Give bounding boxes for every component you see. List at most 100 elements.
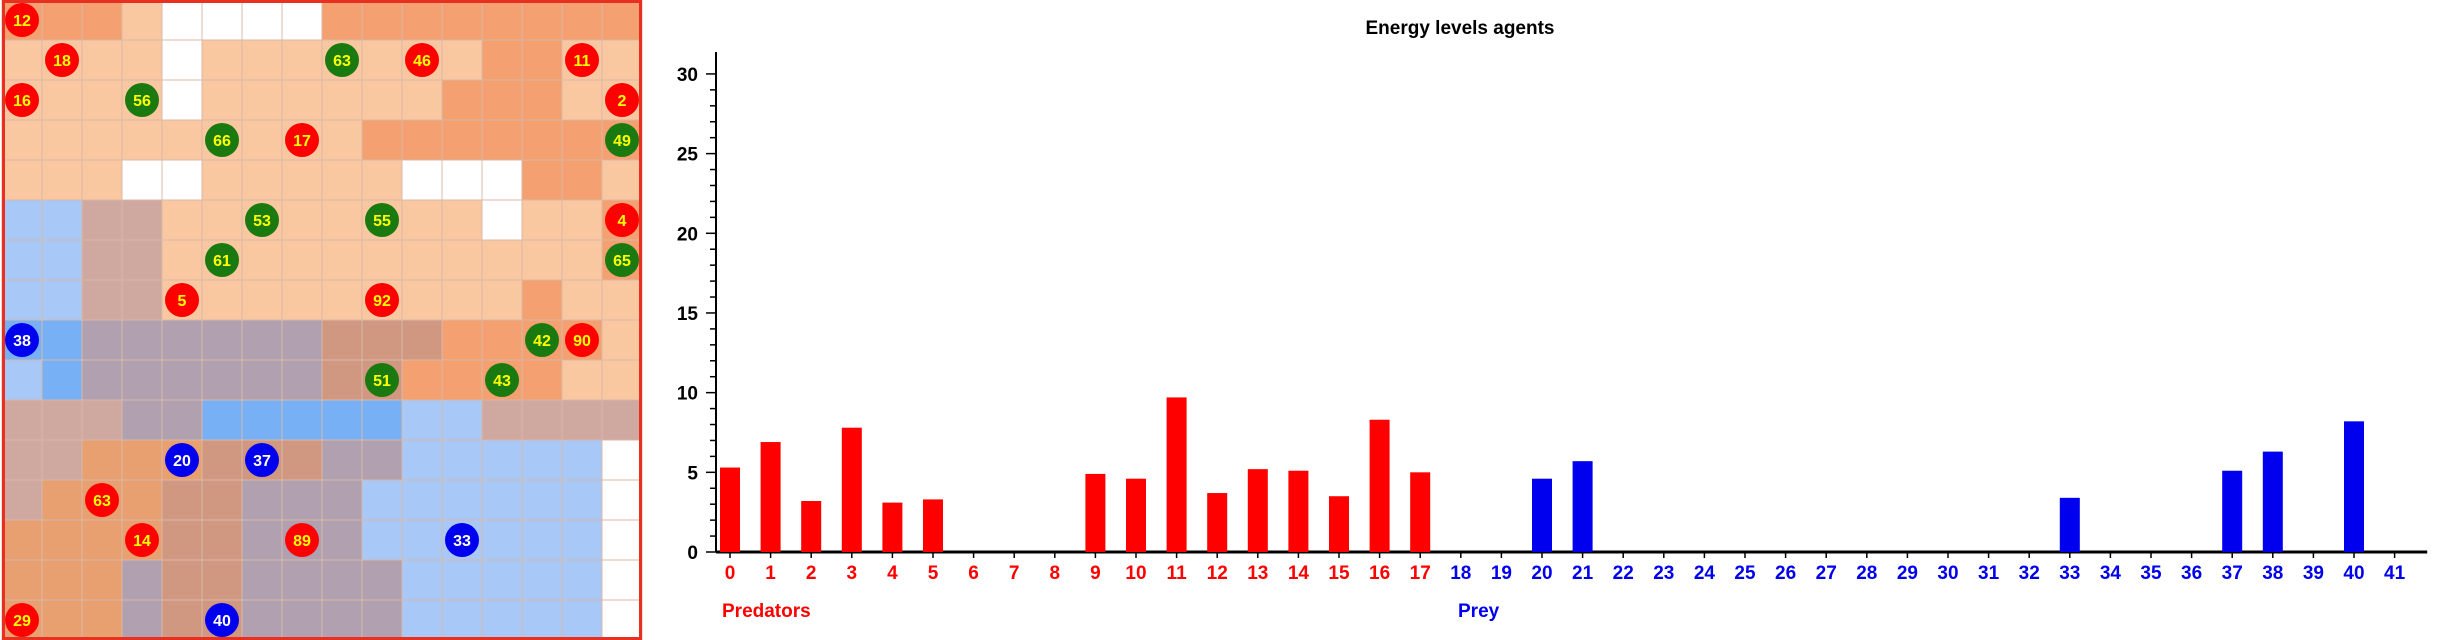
agent-id-label: 43 [493,373,511,390]
agent-id-label: 12 [13,13,31,30]
grid-cell [161,159,203,201]
grid-cell [81,599,123,640]
grid-cell [1,239,43,281]
grid-cell [361,439,403,481]
grid-cell [281,319,323,361]
grid-cell [241,279,283,321]
grid-cell [1,159,43,201]
x-tick-label: 25 [1734,563,1756,584]
predator-agent-marker [5,3,39,37]
agent-id-label: 38 [13,333,31,350]
x-tick-label: 32 [2019,563,2040,584]
grid-cell [561,159,603,201]
grid-cell [1,439,43,481]
grid-cell [241,239,283,281]
grid-cell [1,399,43,441]
grid-cell [561,239,603,281]
agent-id-label: 92 [373,293,391,310]
agent-id-label: 20 [173,453,191,470]
predator-agent-marker [605,83,639,117]
grid-cell [521,599,563,640]
grid-cell [201,279,243,321]
predator-agent-marker [565,323,599,357]
grid-cell [441,279,483,321]
x-tick-label: 5 [928,563,939,584]
x-tick-label: 9 [1090,563,1101,584]
grid-cell [441,159,483,201]
plant-agent: 66 [205,123,239,157]
plant-agent-marker [365,363,399,397]
grid-cell [601,599,643,640]
grid-cell [441,559,483,601]
grid-cell [41,319,83,361]
agent-id-label: 11 [574,53,591,70]
grid-cell [361,239,403,281]
grid-cell [41,159,83,201]
prey-agent-marker [5,323,39,357]
grid-cell [121,239,163,281]
grid-cell [481,439,523,481]
grid-cell [321,479,363,521]
grid-cell [1,279,43,321]
grid-cell [601,279,643,321]
grid-cell [561,359,603,401]
agent-id-label: 46 [413,53,431,70]
predator-agent-marker [365,283,399,317]
bar-9 [1085,473,1106,552]
bar-1 [760,442,781,552]
predator-agent: 92 [365,283,399,317]
grid-cell [121,479,163,521]
agent-id-label: 66 [213,133,231,150]
x-tick-label: 3 [847,563,858,584]
grid-cell [361,319,403,361]
grid-cell [241,39,283,81]
x-tick-label: 33 [2059,563,2080,584]
grid-cell [361,39,403,81]
grid-cell [441,79,483,121]
grid-cell [481,319,523,361]
grid-cell [481,279,523,321]
grid-cell [401,119,443,161]
grid-cell [561,559,603,601]
grid-cell [561,519,603,561]
x-tick-label: 17 [1410,563,1431,584]
grid-cell [241,479,283,521]
grid-cell [41,199,83,241]
grid-cell [41,519,83,561]
grid-cell [281,79,323,121]
grid-cell [81,319,123,361]
grid-cell [201,159,243,201]
grid-cell [601,519,643,561]
plant-agent-marker [605,123,639,157]
grid-cell [601,479,643,521]
grid-cell [601,399,643,441]
grid-cell [321,119,363,161]
x-tick-label: 11 [1167,563,1188,584]
predator-agent: 17 [285,123,319,157]
grid-cell [321,239,363,281]
x-tick-label: 22 [1613,563,1634,584]
grid-cell [321,319,363,361]
grid-cell [41,239,83,281]
grid-cell [321,439,363,481]
grid-cell [161,0,203,41]
bar-4 [882,502,903,552]
grid-cell [281,159,323,201]
grid-cell [401,519,443,561]
grid-cell [521,559,563,601]
x-tick-label: 34 [2100,563,2122,584]
grid-cell [321,359,363,401]
grid-cell [121,39,163,81]
x-tick-label: 7 [1009,563,1020,584]
agent-id-label: 37 [253,453,271,470]
grid-border [2,0,642,640]
grid-cell [321,79,363,121]
x-tick-label: 2 [806,563,817,584]
agent-id-label: 14 [133,533,151,550]
grid-cell [161,599,203,640]
plant-agent: 42 [525,323,559,357]
grid-cell [201,519,243,561]
predator-agent-marker [5,603,39,637]
grid-cell [41,79,83,121]
grid-cell [601,0,643,41]
